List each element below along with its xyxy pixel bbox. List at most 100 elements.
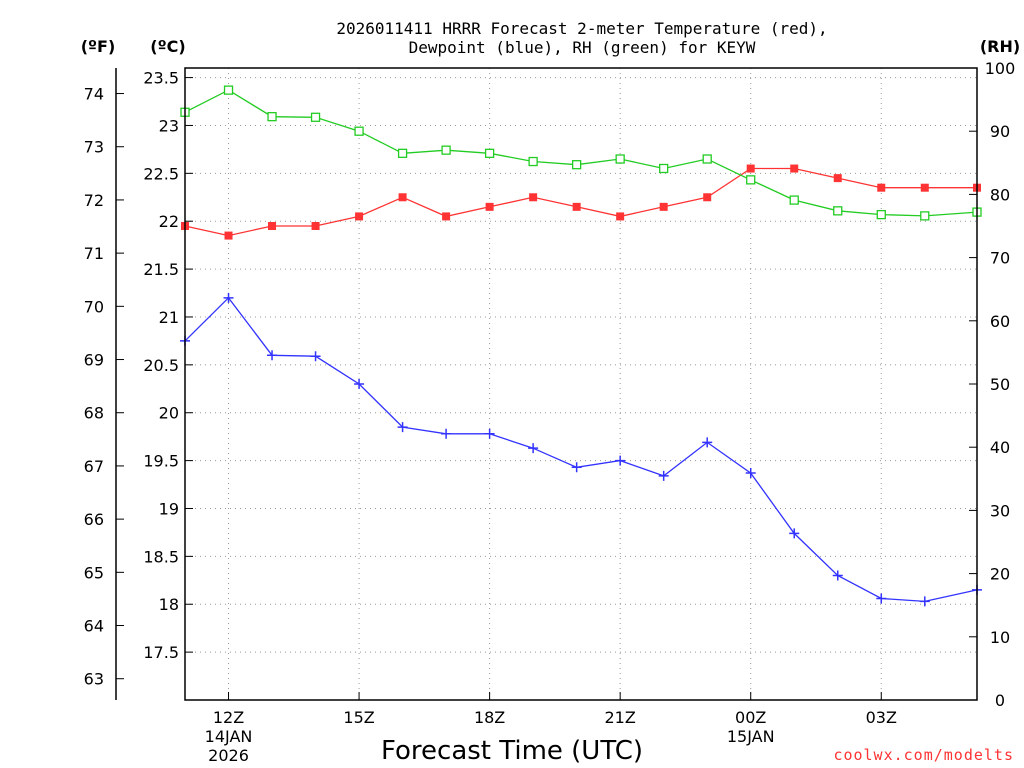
celsius-tick-label: 20.5 bbox=[143, 356, 179, 375]
rh-tick-label: 80 bbox=[990, 185, 1010, 204]
dewpoint-point bbox=[441, 428, 452, 439]
dewpoint-point bbox=[832, 570, 843, 581]
celsius-tick-label: 18 bbox=[159, 595, 179, 614]
celsius-tick-label: 17.5 bbox=[143, 643, 179, 662]
temperature-point bbox=[398, 193, 407, 202]
time-tick-label: 12Z bbox=[213, 708, 244, 727]
rh-point bbox=[571, 160, 582, 170]
fahrenheit-tick-label: 72 bbox=[84, 191, 104, 210]
celsius-tick-label: 21.5 bbox=[143, 260, 179, 279]
rh-point bbox=[615, 154, 625, 164]
fahrenheit-tick-label: 73 bbox=[84, 138, 104, 157]
rh-point bbox=[397, 148, 408, 158]
dewpoint-point bbox=[702, 437, 713, 448]
temperature-point bbox=[659, 202, 668, 211]
date-label: 15JAN bbox=[727, 727, 775, 746]
celsius-tick-label: 19 bbox=[159, 499, 179, 518]
celsius-tick-label: 21 bbox=[159, 308, 179, 327]
x-axis-title: Forecast Time (UTC) bbox=[381, 736, 643, 766]
time-tick-label: 00Z bbox=[735, 708, 766, 727]
temperature-point bbox=[442, 212, 451, 221]
temperature-point bbox=[703, 193, 712, 202]
rh-tick-label: 20 bbox=[990, 565, 1010, 584]
rh-point bbox=[746, 175, 756, 185]
dewpoint-point bbox=[223, 292, 234, 303]
temperature-point bbox=[224, 231, 233, 240]
rh-tick-label: 50 bbox=[990, 375, 1010, 394]
year-label: 2026 bbox=[208, 746, 249, 765]
celsius-tick-label: 23.5 bbox=[143, 69, 179, 88]
dewpoint-point bbox=[397, 422, 408, 433]
temperature-line bbox=[184, 167, 977, 237]
dewpoint-point bbox=[310, 351, 321, 362]
dewpoint-point bbox=[745, 468, 756, 479]
gridlines bbox=[185, 68, 977, 700]
temperature-point bbox=[833, 174, 842, 183]
rh-point bbox=[310, 112, 321, 122]
rh-point bbox=[484, 148, 495, 158]
time-tick-label: 21Z bbox=[605, 708, 636, 727]
celsius-tick-label: 18.5 bbox=[143, 547, 179, 566]
rh-point bbox=[441, 145, 451, 155]
fahrenheit-tick-label: 67 bbox=[84, 457, 104, 476]
temperature-point bbox=[572, 202, 581, 211]
date-label: 14JAN bbox=[205, 727, 253, 746]
fahrenheit-tick-label: 64 bbox=[84, 617, 104, 636]
series-layer bbox=[180, 85, 982, 607]
dewpoint-point bbox=[528, 443, 539, 454]
dewpoint-point bbox=[919, 596, 930, 607]
rh-point bbox=[354, 126, 364, 136]
temperature-point bbox=[311, 222, 320, 230]
rh-tick-label: 100 bbox=[985, 59, 1016, 78]
celsius-axis: 17.5 18 18.5 19 19.5 20 20.5 21 21.5 22 22.5 23 23.5 bbox=[143, 69, 193, 662]
rh-point bbox=[528, 156, 538, 167]
fahrenheit-unit-label: (ºF) bbox=[81, 37, 116, 56]
time-tick-label: 15Z bbox=[343, 708, 374, 727]
dewpoint-point bbox=[876, 593, 887, 604]
rh-axis: 0 10 20 30 40 50 60 70 80 90 100 bbox=[969, 59, 1015, 710]
fahrenheit-tick-label: 66 bbox=[84, 510, 104, 529]
chart-title-line2: Dewpoint (blue), RH (green) for KEYW bbox=[409, 38, 756, 57]
fahrenheit-tick-label: 69 bbox=[84, 351, 104, 370]
rh-line bbox=[184, 89, 978, 217]
rh-tick-label: 90 bbox=[990, 122, 1010, 141]
fahrenheit-tick-label: 63 bbox=[84, 670, 104, 689]
dewpoint-point bbox=[267, 350, 278, 361]
temperature-point bbox=[790, 164, 799, 173]
rh-tick-label: 10 bbox=[990, 628, 1010, 647]
chart-title-line1: 2026011411 HRRR Forecast 2-meter Tempera… bbox=[336, 19, 827, 38]
dewpoint-point bbox=[615, 455, 626, 466]
rh-point bbox=[659, 163, 669, 174]
temperature-point bbox=[746, 164, 755, 173]
temperature-point bbox=[485, 202, 494, 211]
rh-point bbox=[267, 112, 277, 122]
rh-point bbox=[789, 195, 799, 205]
dewpoint-point bbox=[658, 470, 669, 481]
time-tick-label: 03Z bbox=[866, 708, 897, 727]
fahrenheit-axis: 63 64 65 66 67 68 69 70 71 72 73 74 bbox=[84, 85, 124, 689]
rh-tick-label: 60 bbox=[990, 312, 1010, 331]
celsius-tick-label: 22.5 bbox=[143, 164, 179, 183]
rh-point bbox=[920, 211, 930, 221]
fahrenheit-tick-label: 74 bbox=[84, 85, 104, 104]
fahrenheit-tick-label: 71 bbox=[84, 244, 104, 263]
dewpoint-line bbox=[184, 296, 978, 603]
rh-tick-label: 70 bbox=[990, 249, 1010, 268]
celsius-unit-label: (ºC) bbox=[150, 37, 185, 56]
dewpoint-point bbox=[789, 528, 800, 539]
rh-point bbox=[702, 154, 712, 164]
dewpoint-point bbox=[484, 428, 495, 439]
temperature-point bbox=[529, 193, 538, 202]
fahrenheit-tick-label: 70 bbox=[84, 297, 104, 316]
credit-label: coolwx.com/modelts bbox=[833, 746, 1014, 764]
rh-point bbox=[876, 209, 886, 220]
temperature-point bbox=[355, 212, 364, 221]
dewpoint-point bbox=[354, 379, 365, 389]
fahrenheit-tick-label: 68 bbox=[84, 404, 104, 423]
rh-tick-label: 30 bbox=[990, 501, 1010, 520]
celsius-tick-label: 20 bbox=[159, 404, 179, 423]
celsius-tick-label: 19.5 bbox=[143, 452, 179, 471]
rh-point bbox=[833, 206, 843, 216]
rh-unit-label: (RH) bbox=[980, 37, 1020, 56]
